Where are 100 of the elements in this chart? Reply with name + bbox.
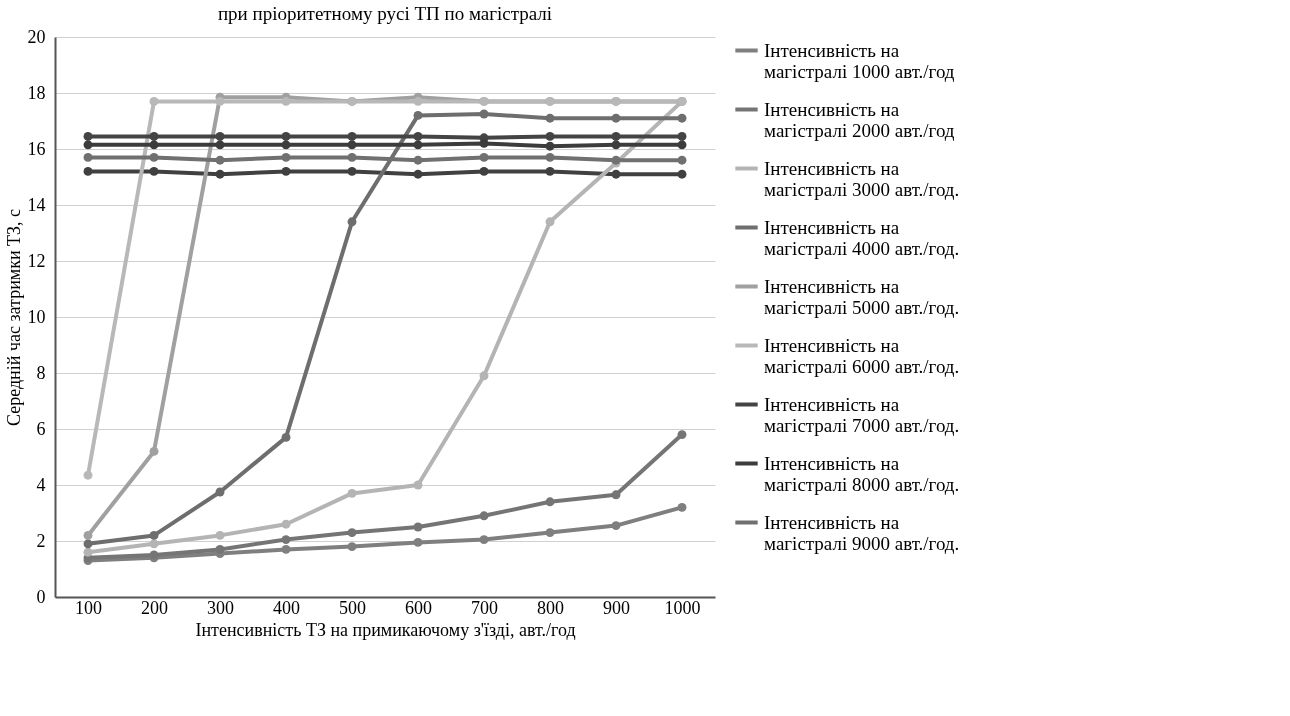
x-tick-label: 100 [75,597,102,618]
x-tick-label: 500 [339,597,366,618]
point [281,96,291,106]
point [413,96,423,106]
point [413,140,423,150]
x-tick-label: 1000 [664,597,701,618]
point [347,152,357,162]
point [611,521,621,531]
point [215,131,225,141]
legend-label: Інтенсивність на магістралі 6000 авт./год. [764,334,960,377]
point [215,140,225,150]
point [281,432,291,442]
point [677,430,687,440]
point [281,535,291,545]
point [83,547,93,557]
legend-label: Інтенсивність на магістралі 3000 авт./год. [764,157,960,200]
point [545,152,555,162]
y-tick-label: 18 [27,82,46,103]
point [545,141,555,151]
y-tick-label: 4 [36,474,46,495]
point [347,140,357,150]
point [611,169,621,179]
point [479,138,489,148]
point [215,544,225,554]
point [149,96,159,106]
legend-label: Інтенсивність на магістралі 1000 авт./год [764,39,955,82]
point [281,166,291,176]
point [413,110,423,120]
point [215,169,225,179]
point [149,152,159,162]
legend-label: Інтенсивність на магістралі 5000 авт./год. [764,275,960,318]
x-tick-label: 300 [207,597,234,618]
point [83,470,93,480]
legend-label: Інтенсивність на магістралі 7000 авт./год. [764,393,960,436]
y-tick-label: 16 [27,138,46,159]
point [545,166,555,176]
legend-label: Інтенсивність на магістралі 4000 авт./год. [764,216,960,259]
y-tick-label: 10 [27,306,46,327]
point [545,113,555,123]
y-tick-label: 8 [36,362,46,383]
point [83,166,93,176]
point [215,530,225,540]
chart-title: при пріоритетному русі ТП по магістралі [217,3,553,24]
point [281,140,291,150]
point [281,519,291,529]
y-tick-label: 20 [27,26,46,47]
point [545,217,555,227]
point [413,537,423,547]
point [83,131,93,141]
point [479,166,489,176]
x-tick-label: 800 [537,597,564,618]
y-axis-title: Середній час затримки ТЗ, с [3,208,24,427]
point [677,140,687,150]
point [413,480,423,490]
point [479,535,489,545]
point [215,155,225,165]
x-tick-label: 600 [405,597,432,618]
x-tick-label: 200 [141,597,168,618]
point [149,131,159,141]
legend-label: Інтенсивність на магістралі 8000 авт./год. [764,452,960,495]
point [479,109,489,119]
point [281,544,291,554]
legend-label: Інтенсивність на магістралі 9000 авт./год. [764,511,960,554]
point [215,487,225,497]
y-tick-label: 0 [36,586,46,607]
point [545,131,555,141]
point [149,166,159,176]
point [347,542,357,552]
y-tick-label: 12 [27,250,46,271]
point [347,131,357,141]
x-axis-title: Інтенсивність ТЗ на примикаючому з'їзді, авт./год [195,619,576,640]
point [347,528,357,538]
point [413,522,423,532]
legend-label: Інтенсивність на магістралі 2000 авт./год [764,98,955,141]
point [83,152,93,162]
point [677,113,687,123]
point [149,530,159,540]
y-tick-label: 2 [36,530,46,551]
point [281,152,291,162]
point [545,528,555,538]
point [347,488,357,498]
point [479,511,489,521]
x-tick-label: 700 [471,597,498,618]
point [281,131,291,141]
point [611,140,621,150]
point [215,96,225,106]
point [611,113,621,123]
point [479,152,489,162]
point [347,217,357,227]
point [83,530,93,540]
point [413,131,423,141]
y-tick-label: 6 [36,418,46,439]
point [413,155,423,165]
point [479,371,489,381]
x-tick-label: 400 [273,597,300,618]
point [347,166,357,176]
point [677,502,687,512]
point [149,446,159,456]
point [413,169,423,179]
point [149,140,159,150]
